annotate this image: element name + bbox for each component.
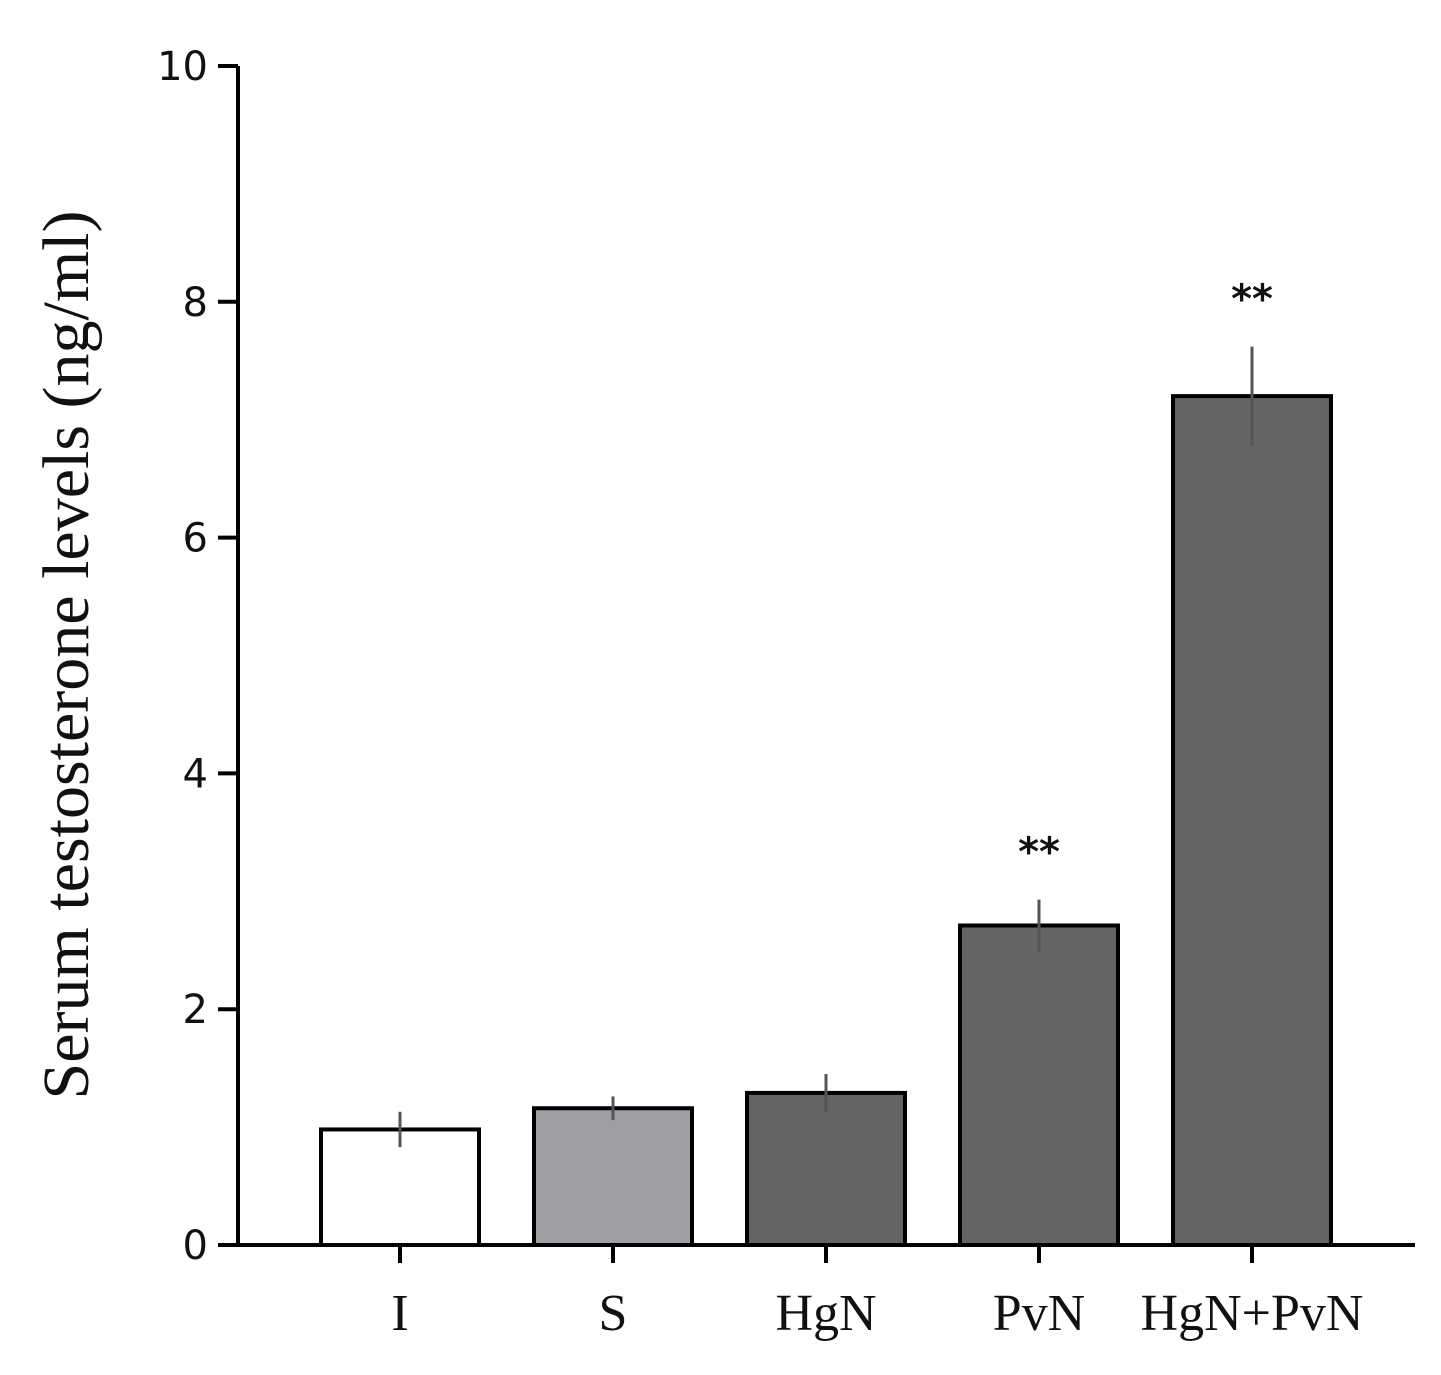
x-tick-label: PvN — [993, 1285, 1085, 1342]
y-axis-label: Serum testosterone levels (ng/ml) — [30, 211, 103, 1100]
significance-marker: ** — [1231, 277, 1273, 323]
x-ticks-layer: I S HgN PvN HgN+PvN — [391, 1245, 1363, 1342]
x-tick-label: S — [599, 1285, 628, 1342]
significance-layer: ** ** — [1018, 277, 1273, 876]
y-tick-label: 8 — [183, 280, 208, 326]
y-ticks-layer: 0 2 4 6 8 10 — [157, 44, 238, 1269]
bar-pvn — [958, 923, 1120, 1248]
y-tick-label: 10 — [157, 44, 208, 90]
x-tick-label: I — [391, 1285, 408, 1342]
bars-layer — [319, 394, 1333, 1248]
x-tick-label: HgN+PvN — [1141, 1285, 1364, 1342]
significance-marker: ** — [1018, 830, 1060, 876]
y-tick-label: 4 — [183, 751, 208, 797]
y-tick-label: 6 — [183, 516, 208, 562]
bar-hgn — [745, 1090, 907, 1248]
y-tick-label: 2 — [183, 987, 208, 1033]
y-tick-label: 0 — [183, 1223, 208, 1269]
axes-layer — [219, 66, 1415, 1247]
error-bars-layer — [398, 346, 1254, 1148]
bar-hgn-pvn — [1171, 394, 1333, 1247]
bar-s — [532, 1106, 694, 1247]
bar-i — [319, 1127, 481, 1248]
x-tick-label: HgN — [775, 1285, 876, 1342]
